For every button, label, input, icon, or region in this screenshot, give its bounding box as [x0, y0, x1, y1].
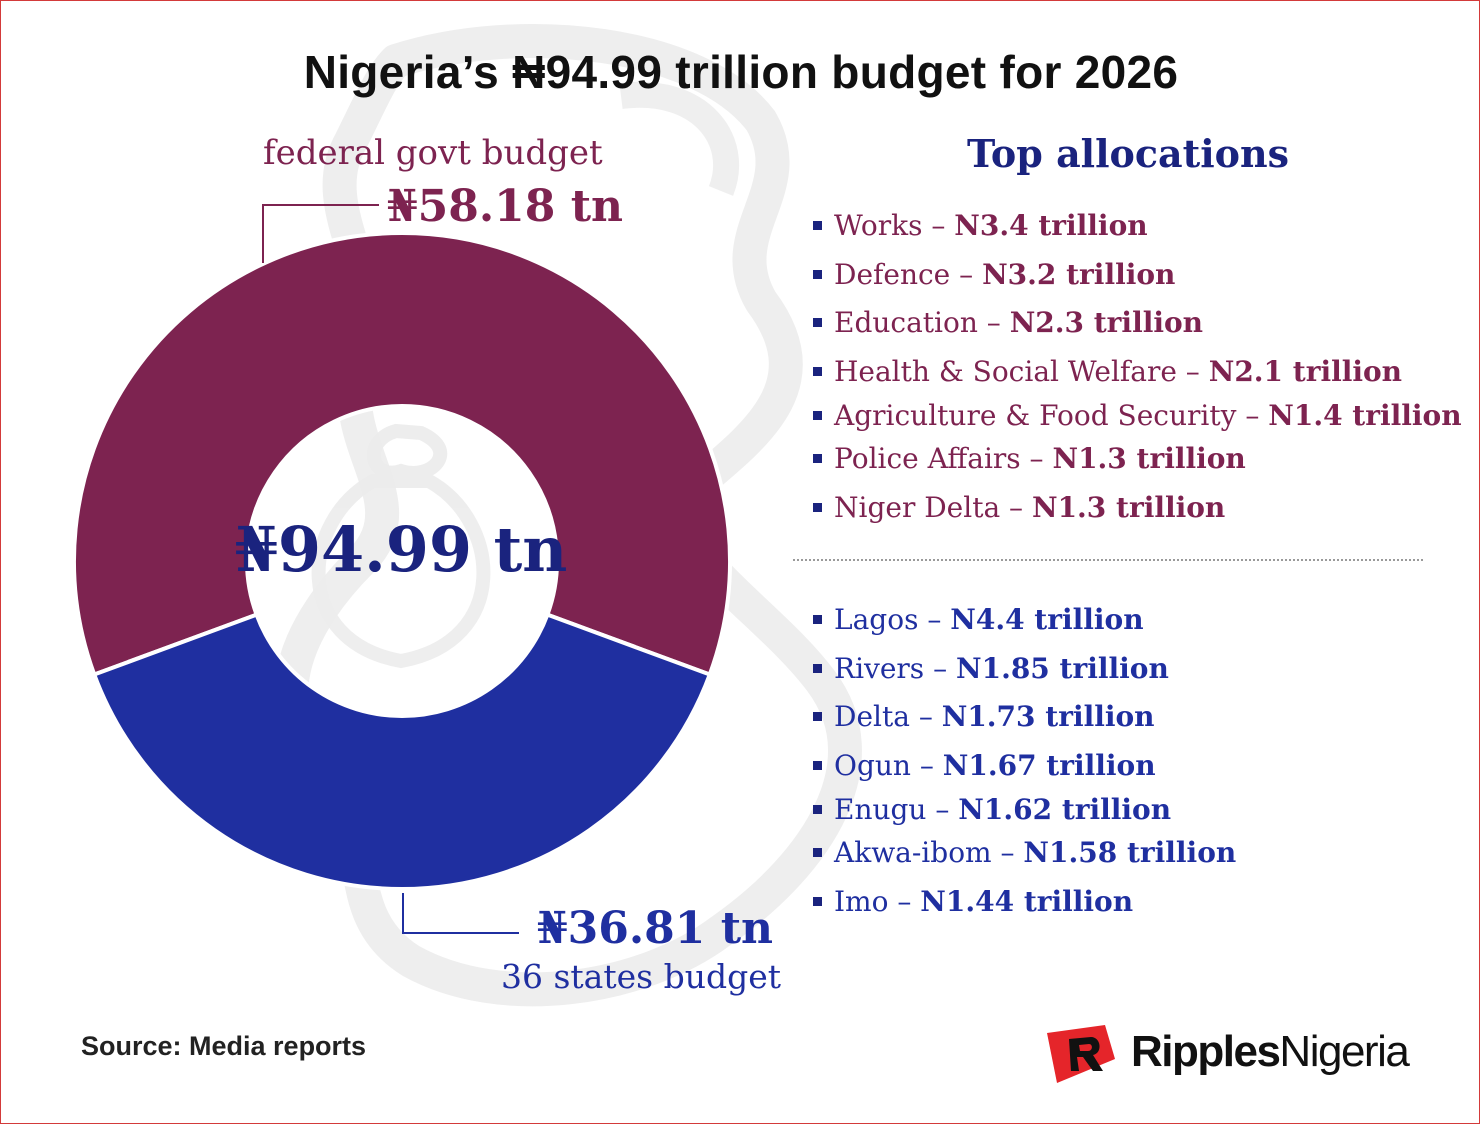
donut-slice-federal: [72, 231, 732, 678]
bullet-square-icon: [813, 411, 822, 420]
logo-wordmark-part1: Ripples: [1131, 1027, 1281, 1076]
total-budget-value: ₦94.99 tn: [234, 513, 568, 586]
list-item: Works – N3.4 trillion: [813, 209, 1148, 242]
list-item: Enugu – N1.62 trillion: [813, 793, 1171, 826]
list-item: Education – N2.3 trillion: [813, 306, 1203, 339]
bullet-square-icon: [813, 805, 822, 814]
allocation-amount: N1.44 trillion: [920, 885, 1134, 918]
logo-wordmark: RipplesNigeria: [1131, 1027, 1410, 1077]
allocation-amount: N1.3 trillion: [1052, 442, 1246, 475]
list-item: Ogun – N1.67 trillion: [813, 749, 1156, 782]
allocation-name: Agriculture & Food Security: [834, 399, 1237, 432]
bullet-square-icon: [813, 454, 822, 463]
section-divider: [793, 559, 1423, 561]
federal-leader-line: [262, 204, 379, 263]
ripples-logo-mark-icon: [1047, 1025, 1115, 1083]
allocation-name: Education: [834, 306, 978, 339]
bullet-square-icon: [813, 897, 822, 906]
allocation-amount: N3.2 trillion: [982, 258, 1176, 291]
bullet-square-icon: [813, 367, 822, 376]
allocation-amount: N1.67 trillion: [942, 749, 1156, 782]
bullet-square-icon: [813, 615, 822, 624]
federal-budget-value: ₦58.18 tn: [387, 181, 624, 232]
allocation-amount: N2.3 trillion: [1009, 306, 1204, 339]
allocation-name: Akwa-ibom: [834, 836, 992, 869]
source-note: Source: Media reports: [81, 1031, 367, 1061]
bullet-square-icon: [813, 761, 822, 770]
federal-budget-label: federal govt budget: [263, 133, 603, 173]
allocation-amount: N1.3 trillion: [1031, 491, 1226, 524]
money-bag-icon: [311, 423, 491, 669]
page-title: Nigeria’s ₦94.99 trillion budget for 202…: [303, 46, 1179, 98]
allocation-name: Lagos: [834, 603, 919, 636]
list-item: Delta – N1.73 trillion: [813, 700, 1155, 733]
allocation-amount: N1.58 trillion: [1023, 836, 1237, 869]
states-budget-label: 36 states budget: [501, 957, 781, 996]
bullet-square-icon: [813, 712, 822, 721]
allocation-name: Health & Social Welfare: [834, 355, 1177, 388]
allocation-amount: N2.1 trillion: [1208, 355, 1403, 388]
list-item: Defence – N3.2 trillion: [813, 258, 1175, 291]
donut-slice-states: [91, 612, 713, 891]
allocation-amount: N1.73 trillion: [941, 700, 1155, 733]
bullet-square-icon: [813, 221, 822, 230]
bullet-square-icon: [813, 664, 822, 673]
list-item: Agriculture & Food Security – N1.4 trill…: [813, 399, 1462, 432]
top-allocations-heading: Top allocations: [967, 131, 1290, 176]
list-item: Akwa-ibom – N1.58 trillion: [813, 836, 1236, 869]
allocation-amount: N3.4 trillion: [954, 209, 1148, 242]
bullet-square-icon: [813, 270, 822, 279]
allocation-name: Works: [834, 209, 923, 242]
allocation-name: Defence: [834, 258, 951, 291]
allocation-name: Enugu: [834, 793, 927, 826]
allocation-name: Delta: [834, 700, 910, 733]
list-item: Health & Social Welfare – N2.1 trillion: [813, 355, 1402, 388]
logo-wordmark-part2: Nigeria: [1279, 1027, 1409, 1076]
allocation-amount: N1.4 trillion: [1268, 399, 1462, 432]
allocation-amount: N4.4 trillion: [950, 603, 1144, 636]
list-item: Lagos – N4.4 trillion: [813, 603, 1144, 636]
states-budget-value: ₦36.81 tn: [537, 903, 774, 954]
allocation-name: Niger Delta: [834, 491, 1001, 524]
list-item: Rivers – N1.85 trillion: [813, 652, 1169, 685]
allocation-name: Rivers: [834, 652, 925, 685]
allocation-name: Ogun: [834, 749, 911, 782]
allocation-name: Imo: [834, 885, 889, 918]
list-item: Police Affairs – N1.3 trillion: [813, 442, 1246, 475]
allocation-amount: N1.85 trillion: [956, 652, 1169, 685]
list-item: Imo – N1.44 trillion: [813, 885, 1133, 918]
bullet-square-icon: [813, 503, 822, 512]
bullet-square-icon: [813, 848, 822, 857]
allocation-name: Police Affairs: [834, 442, 1021, 475]
bullet-square-icon: [813, 318, 822, 327]
allocation-amount: N1.62 trillion: [958, 793, 1172, 826]
states-leader-line: [402, 893, 519, 934]
list-item: Niger Delta – N1.3 trillion: [813, 491, 1225, 524]
